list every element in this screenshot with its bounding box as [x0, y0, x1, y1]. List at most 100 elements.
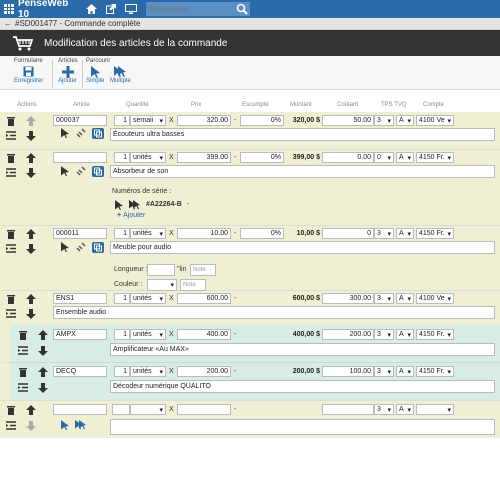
tps-select[interactable]: 3: [374, 404, 394, 415]
cost-field[interactable]: 200.00: [322, 329, 374, 340]
cursor-icon[interactable]: [60, 420, 70, 430]
trash-icon[interactable]: [18, 330, 28, 340]
search-icon[interactable]: [236, 3, 248, 15]
quantity-field[interactable]: 1: [114, 329, 130, 340]
arrow-up-icon[interactable]: [38, 330, 48, 340]
cost-field[interactable]: 50.00: [322, 115, 374, 126]
indent-icon[interactable]: [6, 168, 16, 178]
price-field[interactable]: [177, 404, 231, 415]
unlink-icon[interactable]: [76, 166, 86, 176]
length-note-field[interactable]: Note: [190, 264, 216, 276]
copy-icon[interactable]: [92, 242, 104, 253]
price-field[interactable]: 399.00: [177, 152, 231, 163]
tvq-select[interactable]: A: [396, 366, 414, 377]
quantity-field[interactable]: 1: [114, 293, 130, 304]
arrow-up-icon[interactable]: [26, 153, 36, 163]
multi-cursor-icon[interactable]: [129, 200, 140, 210]
save-button[interactable]: Enregistrer: [14, 66, 43, 84]
price-field[interactable]: 600.00: [177, 293, 231, 304]
copy-icon[interactable]: [92, 128, 104, 139]
account-select[interactable]: 4150 Fr.: [416, 366, 454, 377]
article-field[interactable]: 000037: [53, 115, 107, 126]
breadcrumb-text[interactable]: #SD001477 - Commande complète: [15, 19, 141, 28]
price-field[interactable]: 200.00: [177, 366, 231, 377]
discount-field[interactable]: 0%: [240, 228, 284, 239]
trash-icon[interactable]: [6, 116, 16, 126]
arrow-down-icon[interactable]: [26, 168, 36, 178]
tps-select[interactable]: 3: [374, 329, 394, 340]
grid-menu-icon[interactable]: [4, 4, 14, 14]
description-field[interactable]: [110, 419, 495, 435]
serial-number[interactable]: #A22264-B: [146, 201, 182, 208]
back-arrow-icon[interactable]: ←: [4, 19, 12, 28]
quantity-field[interactable]: 1: [114, 228, 130, 239]
arrow-down-icon[interactable]: [26, 244, 36, 254]
description-field[interactable]: Amplificateur «Au MAX»: [110, 343, 495, 356]
description-field[interactable]: Absorbeur de son: [110, 165, 495, 178]
cursor-icon[interactable]: [60, 242, 70, 252]
account-select[interactable]: 4150 Fr.: [416, 329, 454, 340]
unit-select[interactable]: unités: [130, 228, 166, 239]
account-select[interactable]: 4150 Fr.: [416, 228, 454, 239]
tvq-select[interactable]: A: [396, 329, 414, 340]
cost-field[interactable]: 100.00: [322, 366, 374, 377]
unit-select[interactable]: unités: [130, 293, 166, 304]
article-field[interactable]: AMPX: [53, 329, 107, 340]
tvq-select[interactable]: A: [396, 152, 414, 163]
unlink-icon[interactable]: [76, 128, 86, 138]
quantity-field[interactable]: 1: [114, 366, 130, 377]
cost-field[interactable]: 300.00: [322, 293, 374, 304]
unit-select[interactable]: [130, 404, 166, 415]
account-select[interactable]: [416, 404, 454, 415]
home-icon[interactable]: [82, 0, 100, 18]
account-select[interactable]: 4100 Ve: [416, 115, 454, 126]
price-field[interactable]: 320.00: [177, 115, 231, 126]
color-select[interactable]: [147, 279, 177, 291]
quantity-field[interactable]: 1: [114, 152, 130, 163]
trash-icon[interactable]: [6, 405, 16, 415]
tps-select[interactable]: 3: [374, 366, 394, 377]
article-field[interactable]: DECQ: [53, 366, 107, 377]
quantity-field[interactable]: [112, 404, 130, 415]
unit-select[interactable]: semaii: [130, 115, 166, 126]
trash-icon[interactable]: [18, 367, 28, 377]
add-serial-link[interactable]: + Ajouter: [117, 212, 145, 219]
tps-select[interactable]: 3: [374, 115, 394, 126]
discount-field[interactable]: 0%: [240, 152, 284, 163]
indent-icon[interactable]: [6, 131, 16, 141]
arrow-up-icon[interactable]: [26, 405, 36, 415]
trash-icon[interactable]: [6, 294, 16, 304]
arrow-up-icon[interactable]: [38, 367, 48, 377]
article-field[interactable]: ENS1: [53, 293, 107, 304]
description-field[interactable]: Ensemble audio: [53, 306, 495, 319]
tvq-select[interactable]: A: [396, 404, 414, 415]
indent-icon[interactable]: [6, 244, 16, 254]
price-field[interactable]: 10.00: [177, 228, 231, 239]
browse-simple-button[interactable]: Simple: [86, 66, 104, 84]
color-note-field[interactable]: Note: [180, 279, 206, 291]
arrow-up-icon[interactable]: [26, 229, 36, 239]
indent-icon[interactable]: [6, 421, 16, 431]
trash-icon[interactable]: [6, 153, 16, 163]
add-article-button[interactable]: Ajouter: [58, 66, 77, 84]
cost-field[interactable]: 0: [322, 228, 374, 239]
app-brand[interactable]: PenseWeb 10: [0, 0, 82, 20]
unit-select[interactable]: unités: [130, 366, 166, 377]
indent-icon[interactable]: [18, 383, 28, 393]
external-link-icon[interactable]: [102, 0, 120, 18]
arrow-down-icon[interactable]: [26, 309, 36, 319]
search-input[interactable]: [146, 2, 250, 16]
arrow-up-icon[interactable]: [26, 294, 36, 304]
article-field[interactable]: 000011: [53, 228, 107, 239]
monitor-icon[interactable]: [122, 0, 140, 18]
tps-select[interactable]: 0: [374, 152, 394, 163]
indent-icon[interactable]: [6, 309, 16, 319]
description-field[interactable]: Meuble pour audio: [110, 241, 495, 254]
unit-select[interactable]: unités: [130, 329, 166, 340]
trash-icon[interactable]: [6, 229, 16, 239]
indent-icon[interactable]: [18, 346, 28, 356]
cost-field[interactable]: 0.00: [322, 152, 374, 163]
tvq-select[interactable]: A: [396, 228, 414, 239]
cursor-icon[interactable]: [60, 166, 70, 176]
price-field[interactable]: 400.00: [177, 329, 231, 340]
